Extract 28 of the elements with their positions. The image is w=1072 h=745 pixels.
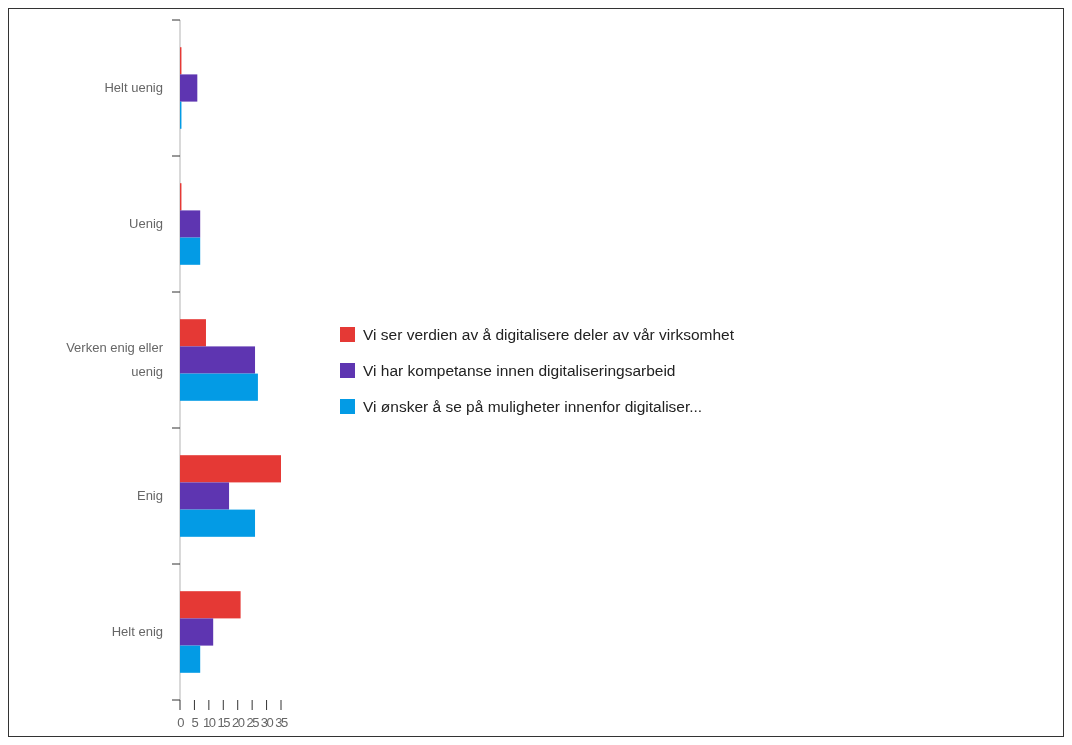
x-tick-label: 10 bbox=[203, 715, 216, 730]
bar bbox=[180, 618, 214, 646]
y-tick-label: Helt enig bbox=[111, 624, 163, 639]
bar bbox=[180, 319, 206, 347]
bar bbox=[180, 455, 281, 483]
x-tick-label: 35 bbox=[275, 715, 288, 730]
bar bbox=[180, 509, 256, 537]
bar bbox=[180, 346, 256, 374]
y-tick-label: Helt uenig bbox=[104, 80, 163, 95]
x-tick-label: 15 bbox=[217, 715, 231, 730]
bar bbox=[180, 591, 241, 619]
bar bbox=[180, 645, 201, 673]
bar bbox=[180, 482, 230, 510]
x-tick-label: 25 bbox=[246, 715, 260, 730]
y-tick-label: Verken enig eller uenig bbox=[66, 340, 164, 379]
legend-label: Vi ønsker å se på muligheter innenfor digitaliser... bbox=[363, 398, 703, 415]
x-tick-label: 0 bbox=[177, 715, 185, 730]
x-tick-label: 20 bbox=[231, 715, 245, 730]
legend-label: Vi har kompetanse innen digitaliseringsarbeid bbox=[363, 362, 676, 379]
y-tick-label: Enig bbox=[136, 488, 163, 503]
x-tick-label: 30 bbox=[260, 715, 274, 730]
x-tick-label: 5 bbox=[191, 715, 199, 730]
legend-label: Vi ser verdien av å digitalisere deler av vår virksomhet bbox=[363, 326, 735, 343]
y-tick-label: Uenig bbox=[129, 216, 163, 231]
bar bbox=[180, 74, 198, 102]
bar bbox=[180, 210, 201, 238]
bar bbox=[180, 237, 201, 265]
bar bbox=[180, 373, 258, 401]
